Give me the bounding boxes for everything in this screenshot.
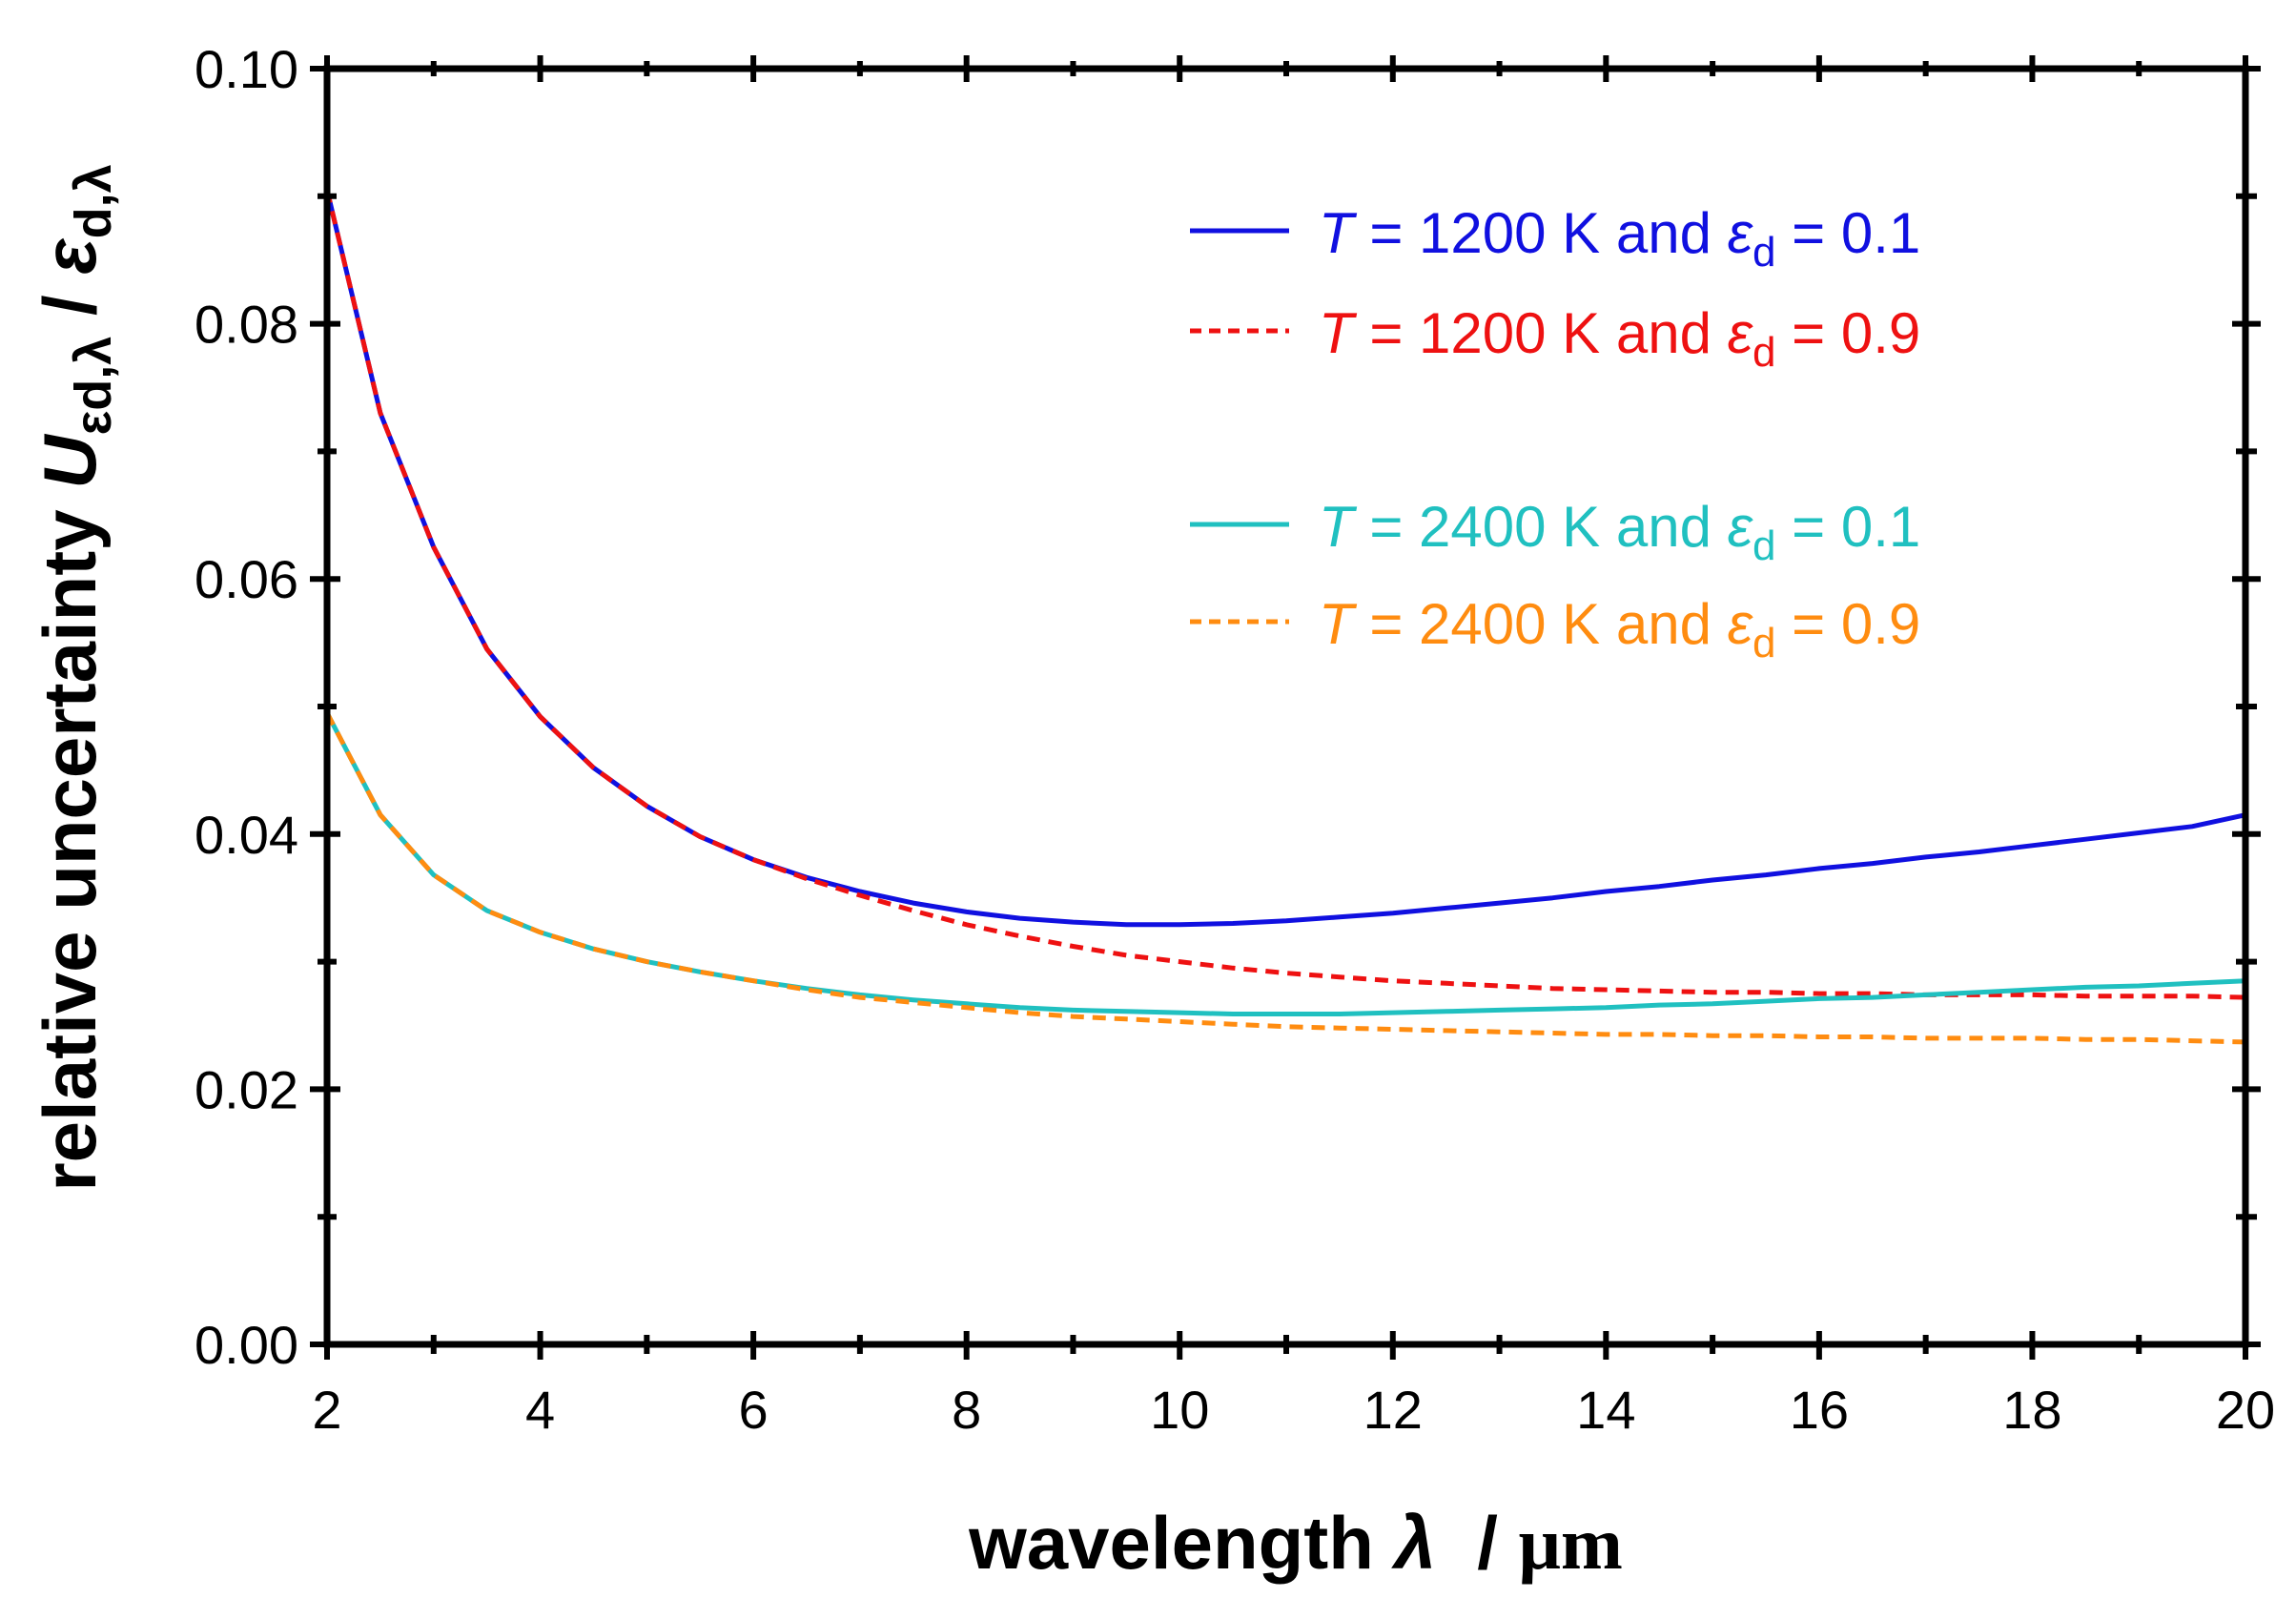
x-axis-title-separator: / xyxy=(1436,1501,1519,1585)
x-tick-label: 18 xyxy=(2002,1380,2061,1440)
y-tick-label: 0.10 xyxy=(195,39,298,99)
legend-part-mid: = 2400 K and xyxy=(1354,495,1728,559)
x-tick-label: 10 xyxy=(1150,1380,1209,1440)
legend-part-sub: d xyxy=(1753,522,1775,569)
plot-frame xyxy=(323,65,2249,1348)
legend-part-T: T xyxy=(1319,201,1358,265)
legend-part-eps: ε xyxy=(1728,301,1754,365)
x-axis-title-main: wavelength xyxy=(968,1501,1394,1585)
legend-part-T: T xyxy=(1319,495,1358,559)
y-axis-title-u-sub: εd,λ xyxy=(65,337,122,436)
x-tick-label: 12 xyxy=(1363,1380,1423,1440)
legend-part-end: = 0.1 xyxy=(1776,201,1921,265)
legend-part-sub: d xyxy=(1753,329,1775,376)
y-tick-label: 0.02 xyxy=(195,1059,298,1119)
legend-part-eps: ε xyxy=(1728,592,1754,656)
y-axis-title-eps-sub: d,λ xyxy=(65,164,122,238)
y-tick-label: 0.08 xyxy=(195,295,298,355)
legend-part-sub: d xyxy=(1753,620,1775,666)
legend: T = 1200 K and εd = 0.1T = 1200 K and εd… xyxy=(1190,201,1920,666)
y-axis-title-u: U xyxy=(28,434,112,489)
legend-part-end: = 0.9 xyxy=(1776,592,1921,656)
y-tick-label: 0.04 xyxy=(195,805,298,865)
legend-part-mid: = 1200 K and xyxy=(1354,201,1728,265)
x-axis-title-symbol: λ xyxy=(1391,1501,1436,1585)
x-tick-label: 20 xyxy=(2216,1380,2275,1440)
y-tick-label: 0.06 xyxy=(195,549,298,609)
legend-label-2: T = 1200 K and εd = 0.9 xyxy=(1319,301,1920,376)
y-tick-label: 0.00 xyxy=(195,1315,298,1375)
x-tick-label: 16 xyxy=(1790,1380,1849,1440)
y-axis-title-main: relative uncertainty xyxy=(28,489,112,1192)
legend-part-eps: ε xyxy=(1728,201,1754,265)
legend-part-end: = 0.9 xyxy=(1776,301,1921,365)
legend-part-T: T xyxy=(1319,592,1358,656)
legend-part-mid: = 1200 K and xyxy=(1354,301,1728,365)
y-axis-title-eps: ε xyxy=(28,237,112,275)
x-tick-label: 6 xyxy=(739,1380,769,1440)
legend-part-end: = 0.1 xyxy=(1776,495,1921,559)
x-axis-title: wavelength λ / μm xyxy=(968,1501,1623,1585)
tick-labels-layer: 2 4 6 8 10 12 14 16 18 20 0.00 0.02 0.04 0.06 0.08 0.10 xyxy=(195,39,2275,1440)
x-axis-title-unit: μm xyxy=(1519,1502,1623,1585)
legend-part-eps: ε xyxy=(1728,495,1754,559)
x-tick-label: 14 xyxy=(1576,1380,1635,1440)
y-axis-title: relative uncertainty Uεd,λ / εd,λ xyxy=(28,164,122,1191)
x-tick-label: 8 xyxy=(952,1380,981,1440)
legend-label-1: T = 1200 K and εd = 0.1 xyxy=(1319,201,1920,276)
x-tick-label: 2 xyxy=(312,1380,341,1440)
x-tick-label: 4 xyxy=(525,1380,555,1440)
legend-part-sub: d xyxy=(1753,229,1775,276)
legend-label-4: T = 2400 K and εd = 0.9 xyxy=(1319,592,1920,666)
series-layer xyxy=(324,189,2246,1045)
legend-label-3: T = 2400 K and εd = 0.1 xyxy=(1319,495,1920,569)
legend-part-mid: = 2400 K and xyxy=(1354,592,1728,656)
legend-part-T: T xyxy=(1319,301,1358,365)
y-axis-title-separator: / xyxy=(28,275,112,337)
series-line-4 xyxy=(324,711,2246,1045)
